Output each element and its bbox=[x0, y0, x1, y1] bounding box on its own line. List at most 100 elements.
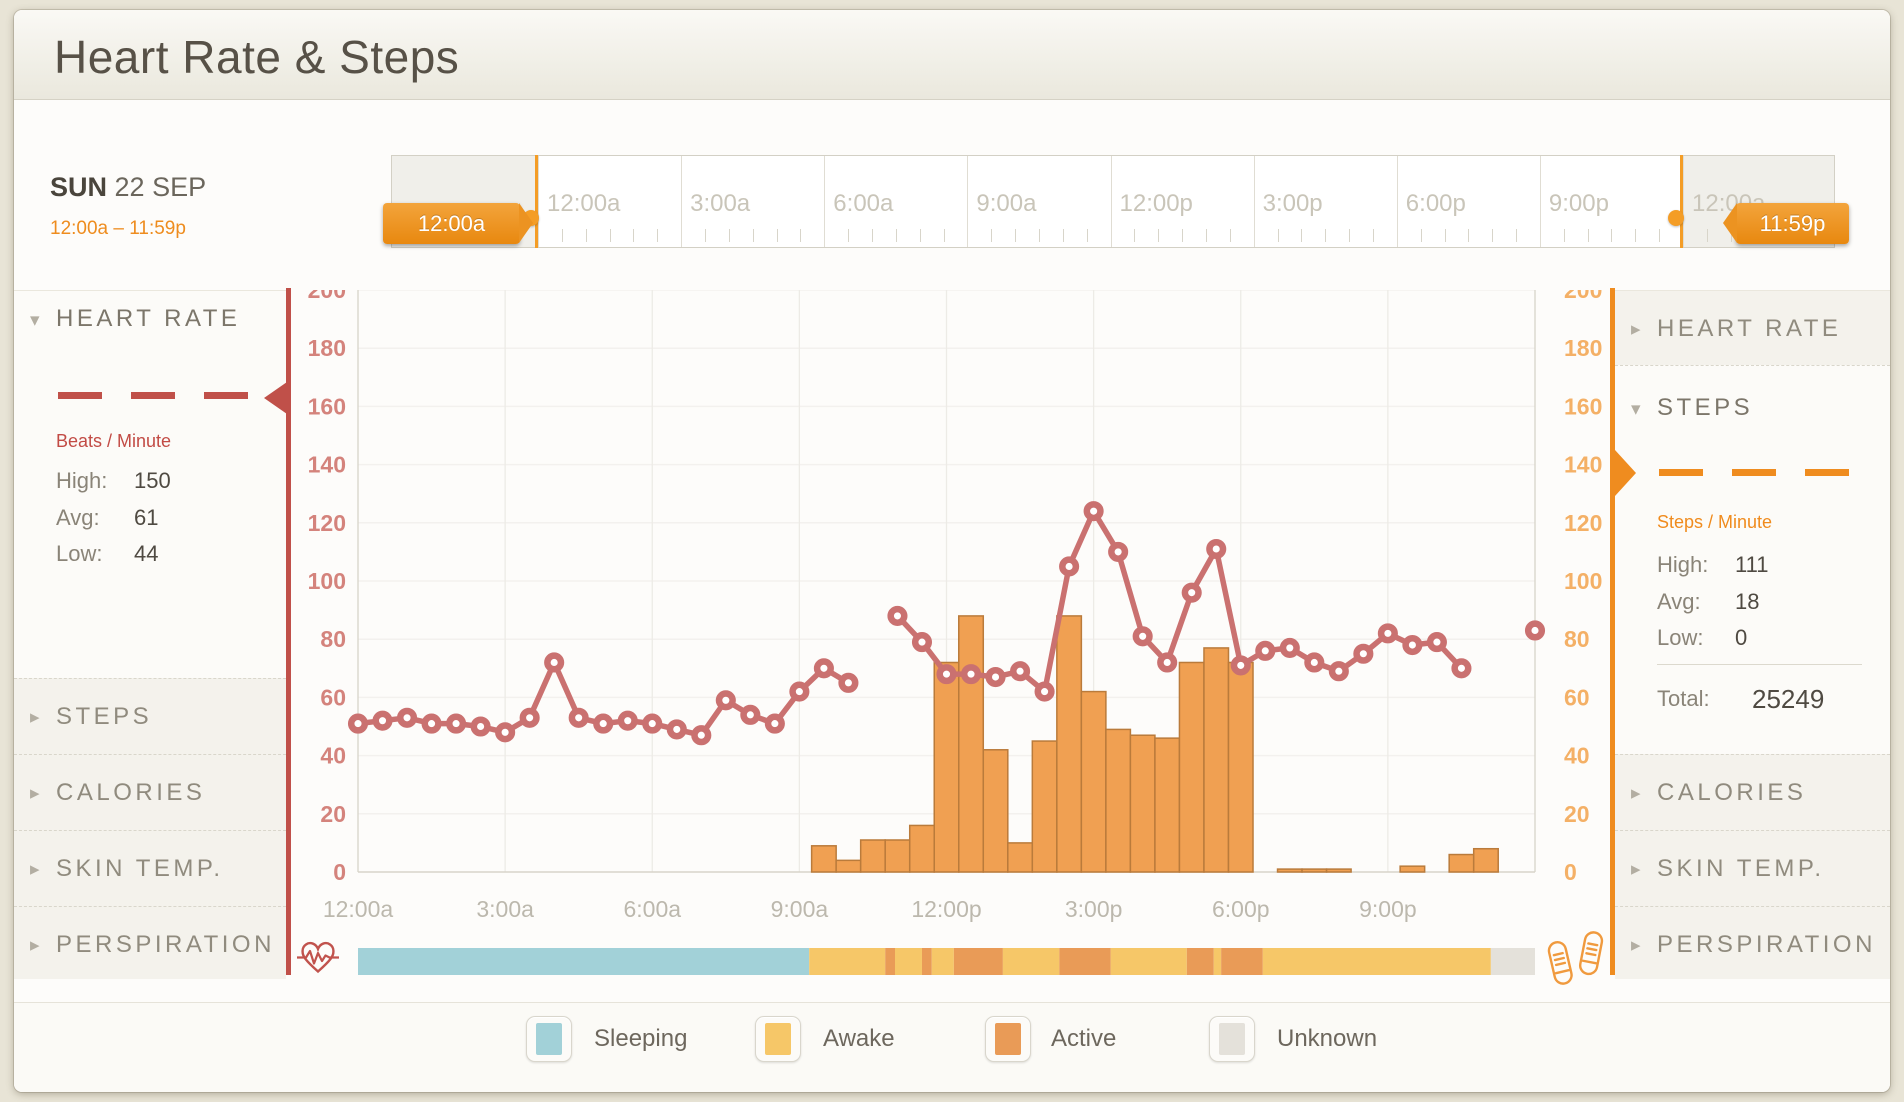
svg-text:180: 180 bbox=[1564, 335, 1602, 361]
steps-axis-line bbox=[1610, 288, 1615, 975]
chevron-right-icon: ▸ bbox=[30, 935, 40, 956]
chevron-down-icon: ▾ bbox=[30, 310, 40, 331]
tl-tick bbox=[991, 229, 993, 242]
weekday-label: SUN bbox=[50, 172, 108, 202]
tl-label: 9:00a bbox=[976, 190, 1037, 217]
time-range-label: 12:00a – 11:59p bbox=[50, 218, 186, 239]
sidebar-item-skin-temp[interactable]: ▸ SKIN TEMP. bbox=[14, 830, 286, 906]
stat-avg: Avg: 61 bbox=[56, 505, 159, 530]
chevron-right-icon: ▸ bbox=[1631, 859, 1641, 880]
sidebar-item-skin-temp[interactable]: ▸ SKIN TEMP. bbox=[1615, 830, 1890, 906]
steps-axis-pointer bbox=[1615, 450, 1636, 496]
tl-tick bbox=[1706, 229, 1708, 242]
svg-text:80: 80 bbox=[1564, 626, 1590, 652]
svg-text:40: 40 bbox=[1564, 743, 1590, 769]
tl-tick bbox=[1015, 229, 1017, 242]
stat-high: High: 111 bbox=[1657, 552, 1769, 577]
legend-bar bbox=[14, 1002, 1890, 1092]
sidebar-item-calories[interactable]: ▸ CALORIES bbox=[1615, 754, 1890, 830]
chevron-right-icon: ▸ bbox=[30, 707, 40, 728]
heart-rate-series-sample bbox=[58, 392, 248, 399]
svg-text:60: 60 bbox=[320, 684, 346, 710]
tl-grid bbox=[1539, 156, 1541, 247]
tl-label: 3:00a bbox=[690, 190, 751, 217]
legend-swatch-unknown bbox=[1209, 1016, 1255, 1062]
svg-text:20: 20 bbox=[1564, 801, 1590, 827]
timeline-slider-track[interactable]: 12:00a 3:00a 6:00a 9:00a 12:00p 3:00p 6:00p 9:0… bbox=[391, 155, 1835, 248]
tl-tick bbox=[633, 229, 635, 242]
sidebar-item-calories[interactable]: ▸ CALORIES bbox=[14, 754, 286, 830]
legend-label-sleeping: Sleeping bbox=[594, 1025, 688, 1052]
tl-tick bbox=[895, 229, 897, 242]
tl-grid bbox=[824, 156, 826, 247]
tl-tick bbox=[1516, 229, 1517, 242]
chevron-right-icon: ▸ bbox=[30, 859, 40, 880]
tl-grid bbox=[538, 156, 539, 247]
tl-tick bbox=[1372, 229, 1374, 242]
date-value: 22 SEP bbox=[114, 172, 207, 202]
timeline-start-tag[interactable]: 12:00a bbox=[383, 203, 533, 244]
section-title: STEPS bbox=[1657, 394, 1754, 421]
tl-tick bbox=[1062, 229, 1064, 242]
tl-tick bbox=[609, 229, 611, 242]
heart-rate-icon bbox=[297, 941, 339, 974]
tl-tick bbox=[585, 229, 587, 242]
svg-text:3:00a: 3:00a bbox=[476, 896, 534, 922]
section-heart-rate: ▾ HEART RATE Beats / Minute High: 150 Av… bbox=[14, 291, 286, 678]
tl-tick bbox=[1420, 229, 1422, 242]
section-heart-rate-header[interactable]: ▾ HEART RATE bbox=[14, 291, 286, 351]
svg-text:200: 200 bbox=[1564, 290, 1602, 303]
tl-tick bbox=[1086, 229, 1088, 242]
sidebar-item-heart-rate[interactable]: ▸ HEART RATE bbox=[1615, 291, 1890, 365]
right-sidebar: ▸ HEART RATE ▾ STEPS Steps / Minute High… bbox=[1615, 290, 1890, 979]
section-steps: ▾ STEPS Steps / Minute High: 111 Avg: 18… bbox=[1615, 365, 1890, 754]
header-bar: Heart Rate & Steps bbox=[14, 10, 1890, 100]
tl-tick bbox=[1611, 229, 1613, 242]
chevron-right-icon: ▸ bbox=[30, 783, 40, 804]
tl-tick bbox=[943, 229, 945, 242]
tl-label: 12:00a bbox=[547, 190, 621, 217]
tl-tick bbox=[657, 229, 659, 242]
tl-label: 12:00p bbox=[1119, 190, 1193, 217]
sidebar-item-steps[interactable]: ▸ STEPS bbox=[14, 678, 286, 754]
svg-text:12:00a: 12:00a bbox=[323, 896, 394, 922]
tl-tick bbox=[1635, 229, 1637, 242]
date-label: SUN 22 SEP bbox=[50, 172, 206, 203]
steps-unit-label: Steps / Minute bbox=[1657, 512, 1773, 532]
tl-tick bbox=[1468, 229, 1470, 242]
tl-grid bbox=[1683, 156, 1684, 247]
svg-text:140: 140 bbox=[308, 452, 346, 478]
tl-tick bbox=[1325, 229, 1327, 242]
tl-tick bbox=[728, 229, 730, 242]
tl-label: 6:00a bbox=[833, 190, 894, 217]
section-steps-header[interactable]: ▾ STEPS bbox=[1615, 366, 1890, 426]
svg-text:9:00p: 9:00p bbox=[1359, 896, 1417, 922]
svg-text:160: 160 bbox=[1564, 393, 1602, 419]
svg-text:120: 120 bbox=[1564, 510, 1602, 536]
sidebar-item-perspiration[interactable]: ▸ PERSPIRATION bbox=[1615, 906, 1890, 979]
tl-tick bbox=[561, 229, 563, 242]
page-title: Heart Rate & Steps bbox=[54, 31, 460, 83]
heart-rate-axis-line bbox=[286, 288, 291, 975]
sidebar-item-perspiration[interactable]: ▸ PERSPIRATION bbox=[14, 906, 286, 979]
tl-tick bbox=[919, 229, 921, 242]
tl-tick bbox=[1134, 229, 1136, 242]
tl-tick bbox=[1444, 229, 1446, 242]
tl-tick bbox=[1038, 229, 1040, 242]
tl-grid bbox=[967, 156, 969, 247]
timeline-end-handle[interactable] bbox=[1668, 210, 1684, 226]
tl-tick bbox=[1277, 229, 1279, 242]
tl-grid bbox=[1110, 156, 1112, 247]
timeline-end-tag[interactable]: 11:59p bbox=[1723, 203, 1849, 244]
svg-text:12:00p: 12:00p bbox=[911, 896, 981, 922]
timeline-start-handle-line bbox=[535, 155, 538, 248]
tl-tick bbox=[1182, 229, 1184, 242]
legend-label-unknown: Unknown bbox=[1277, 1025, 1378, 1052]
tl-tick bbox=[1349, 229, 1350, 242]
svg-text:100: 100 bbox=[308, 568, 346, 594]
tl-tick bbox=[1158, 229, 1160, 242]
legend-swatch-sleeping bbox=[526, 1016, 572, 1062]
svg-text:160: 160 bbox=[308, 393, 346, 419]
timeline-end-handle-line bbox=[1680, 155, 1683, 248]
